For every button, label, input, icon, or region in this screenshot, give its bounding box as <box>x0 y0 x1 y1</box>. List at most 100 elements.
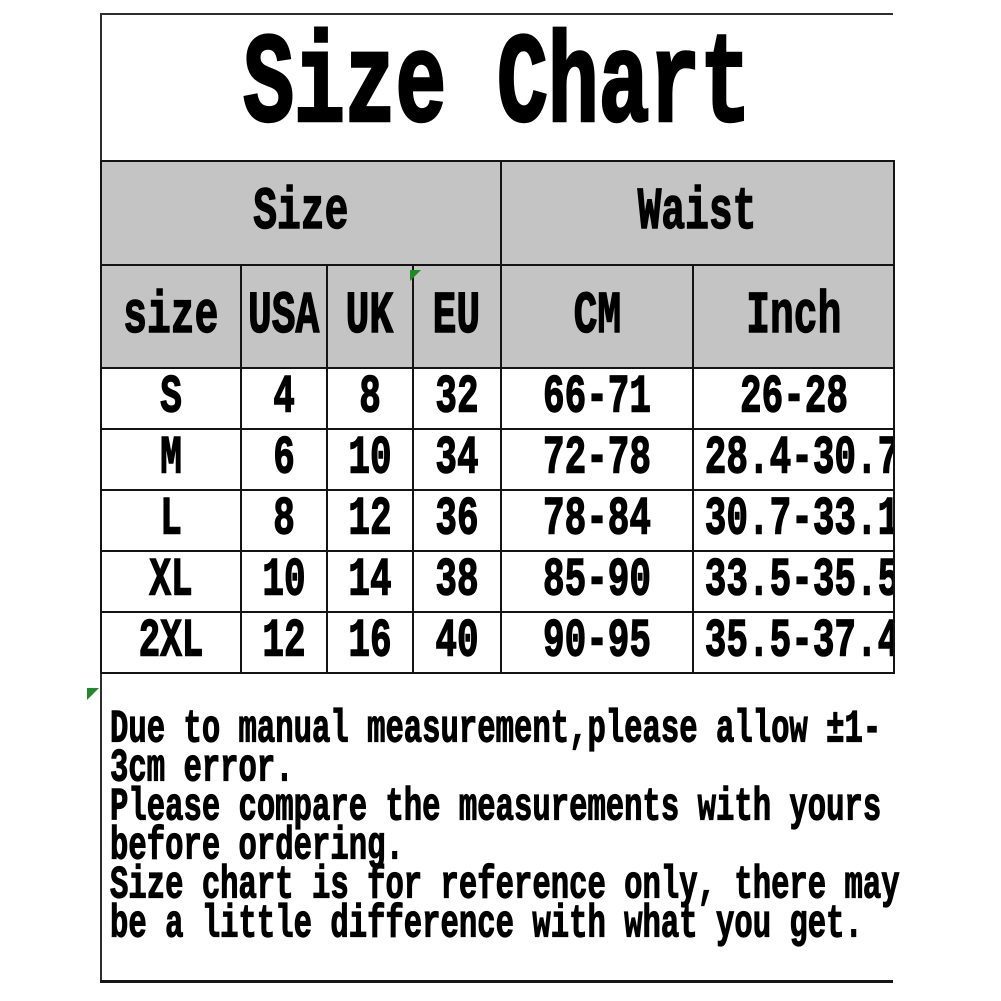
outer-border-bottom <box>100 980 893 983</box>
table-group-header-row: Size Waist <box>100 160 896 266</box>
group-header-size-label: Size <box>253 179 349 248</box>
cell-usa-value: 12 <box>262 612 306 673</box>
note-line: Due to manual measurement,please allow ±… <box>110 705 898 758</box>
cell-eu: 36 <box>411 489 502 552</box>
cell-cm-value: 72-78 <box>542 429 651 490</box>
note-line: Size chart is for reference only, there … <box>110 861 900 914</box>
cell-eu: 40 <box>411 611 502 674</box>
cell-uk: 14 <box>325 550 414 613</box>
cell-usa-value: 6 <box>272 429 295 490</box>
outer-border-top <box>100 13 893 15</box>
note-line-text: Size chart is for reference only, there … <box>110 861 900 914</box>
cell-uk-value: 12 <box>348 490 392 551</box>
cell-usa-value: 8 <box>272 490 295 551</box>
cell-uk: 10 <box>325 428 414 491</box>
size-table: Size Waist size USA UK EU CM Inch S 4 8 … <box>100 160 896 674</box>
measurement-notes: Due to manual measurement,please allow ±… <box>110 705 900 953</box>
note-line: be a little difference with what you get… <box>110 900 898 953</box>
cell-uk: 12 <box>325 489 414 552</box>
green-triangle-marker-icon <box>87 688 99 700</box>
table-column-header-row: size USA UK EU CM Inch <box>100 264 895 369</box>
cell-uk-value: 16 <box>348 612 392 673</box>
cell-uk-value: 8 <box>358 368 382 429</box>
col-header-cm-label: CM <box>573 282 622 351</box>
cell-uk: 8 <box>325 367 414 430</box>
note-line-text: before ordering. <box>110 822 405 875</box>
col-header-eu-label: EU <box>432 282 481 351</box>
green-triangle-marker-icon <box>410 270 421 281</box>
group-header-waist: Waist <box>499 160 896 266</box>
cell-usa: 6 <box>239 428 328 491</box>
cell-cm-value: 66-71 <box>542 368 651 429</box>
title-area: Size Chart <box>102 14 893 160</box>
cell-size: L <box>100 489 242 552</box>
col-header-usa-label: USA <box>248 282 320 351</box>
cell-eu-value: 40 <box>435 612 479 673</box>
cell-size: XL <box>100 550 242 613</box>
cell-usa: 4 <box>239 367 328 430</box>
cell-usa: 12 <box>239 611 328 674</box>
cell-inch-value: 28.4-30.7 <box>705 429 894 490</box>
cell-cm: 66-71 <box>499 367 695 430</box>
cell-size-value: 2XL <box>138 612 204 673</box>
cell-eu-value: 38 <box>435 551 479 612</box>
cell-cm-value: 78-84 <box>542 490 651 551</box>
page-title: Size Chart <box>243 14 753 160</box>
cell-uk-value: 10 <box>348 429 392 490</box>
group-header-waist-label: Waist <box>637 179 757 248</box>
cell-size-value: M <box>159 429 182 490</box>
cell-cm-value: 90-95 <box>542 612 651 673</box>
table-row-s: S 4 8 32 66-71 26-28 <box>100 367 895 430</box>
table-row-xl: XL 10 14 38 85-90 33.5-35.5 <box>100 550 895 613</box>
col-header-usa: USA <box>239 264 328 369</box>
table-row-l: L 8 12 36 78-84 30.7-33.1 <box>100 489 895 552</box>
note-line: 3cm error. <box>110 744 898 797</box>
cell-inch-value: 26-28 <box>739 368 848 429</box>
cell-cm: 90-95 <box>499 611 695 674</box>
cell-size-value: XL <box>149 551 193 612</box>
cell-eu: 38 <box>411 550 502 613</box>
col-header-size: size <box>100 264 242 369</box>
cell-size-value: S <box>159 368 182 429</box>
cell-inch: 30.7-33.1 <box>692 489 895 552</box>
col-header-uk: UK <box>325 264 414 369</box>
note-line-text: 3cm error. <box>110 744 294 797</box>
cell-usa-value: 4 <box>272 368 295 429</box>
note-line-text: be a little difference with what you get… <box>110 900 864 953</box>
cell-size: M <box>100 428 242 491</box>
col-header-inch-label: Inch <box>746 282 842 351</box>
cell-size: S <box>100 367 242 430</box>
cell-cm: 72-78 <box>499 428 695 491</box>
group-header-size: Size <box>100 160 502 266</box>
cell-inch-value: 33.5-35.5 <box>705 551 894 612</box>
cell-inch-value: 35.5-37.4 <box>705 612 894 673</box>
cell-eu-value: 32 <box>435 368 479 429</box>
cell-inch-value: 30.7-33.1 <box>705 490 894 551</box>
cell-uk: 16 <box>325 611 414 674</box>
note-line: Please compare the measurements with you… <box>110 783 898 836</box>
cell-usa-value: 10 <box>262 551 306 612</box>
table-row-2xl: 2XL 12 16 40 90-95 35.5-37.4 <box>100 611 895 674</box>
cell-cm: 85-90 <box>499 550 695 613</box>
note-line: before ordering. <box>110 822 898 875</box>
cell-inch: 26-28 <box>692 367 895 430</box>
cell-inch: 35.5-37.4 <box>692 611 895 674</box>
cell-usa: 10 <box>239 550 328 613</box>
cell-eu: 32 <box>411 367 502 430</box>
cell-eu-value: 36 <box>435 490 479 551</box>
cell-eu-value: 34 <box>435 429 479 490</box>
col-header-cm: CM <box>499 264 695 369</box>
col-header-uk-label: UK <box>346 282 395 351</box>
cell-inch: 28.4-30.7 <box>692 428 895 491</box>
cell-usa: 8 <box>239 489 328 552</box>
cell-size: 2XL <box>100 611 242 674</box>
note-line-text: Due to manual measurement,please allow ±… <box>110 705 882 758</box>
cell-uk-value: 14 <box>348 551 392 612</box>
col-header-eu: EU <box>411 264 502 369</box>
cell-size-value: L <box>159 490 182 551</box>
cell-cm-value: 85-90 <box>542 551 651 612</box>
col-header-inch: Inch <box>692 264 895 369</box>
cell-inch: 33.5-35.5 <box>692 550 895 613</box>
col-header-size-label: size <box>123 282 219 351</box>
